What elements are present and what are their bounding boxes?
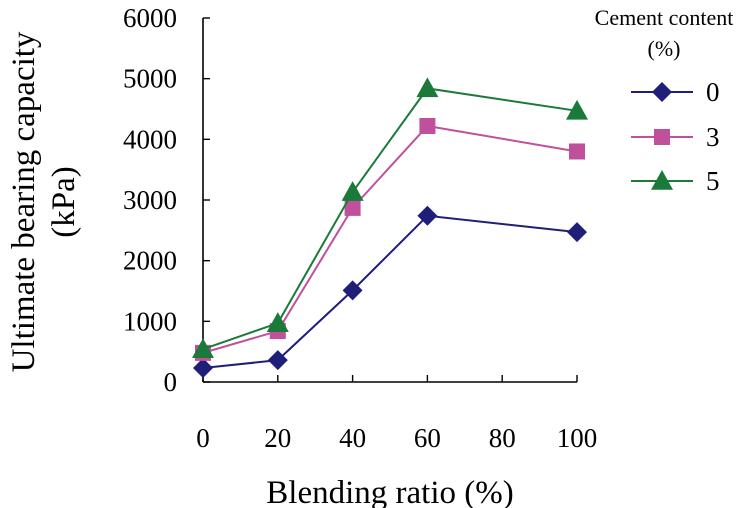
series-layer bbox=[192, 77, 588, 379]
y-tick-label: 2000 bbox=[123, 246, 177, 276]
y-tick-label: 0 bbox=[164, 367, 178, 397]
legend-label: 3 bbox=[706, 122, 720, 152]
legend-marker bbox=[652, 82, 672, 102]
data-point bbox=[266, 312, 289, 332]
x-tick-label: 60 bbox=[414, 423, 441, 453]
data-point bbox=[192, 338, 214, 359]
legend-marker bbox=[654, 129, 670, 145]
data-point bbox=[416, 77, 439, 98]
data-point bbox=[193, 358, 213, 379]
y-axis-title-line1: Ultimate bearing capacity bbox=[6, 31, 42, 372]
y-axis-title: Ultimate bearing capacity (kPa) bbox=[6, 31, 82, 372]
data-point bbox=[342, 280, 363, 301]
legend-entries: 0 3 5 bbox=[631, 77, 720, 196]
y-tick-label: 4000 bbox=[123, 124, 177, 154]
series-3 bbox=[195, 117, 585, 361]
legend-entry-3: 3 bbox=[631, 122, 720, 152]
data-point bbox=[419, 117, 436, 134]
x-axis-title: Blending ratio (%) bbox=[266, 475, 513, 508]
legend-marker bbox=[651, 170, 673, 190]
legend-label: 5 bbox=[706, 166, 720, 196]
x-tick-label: 40 bbox=[339, 423, 366, 453]
data-point bbox=[267, 350, 288, 371]
legend-label: 0 bbox=[706, 77, 720, 107]
data-point bbox=[344, 199, 361, 216]
data-point bbox=[567, 222, 587, 243]
data-point bbox=[569, 143, 585, 160]
data-point bbox=[566, 99, 588, 120]
data-point bbox=[341, 181, 364, 201]
y-tick-label: 5000 bbox=[123, 64, 177, 94]
x-tick-label: 80 bbox=[489, 423, 516, 453]
series-line bbox=[202, 124, 578, 354]
x-tick-label: 0 bbox=[196, 423, 210, 453]
y-tick-label: 6000 bbox=[123, 3, 177, 33]
y-ticks: 0 1000 2000 3000 4000 5000 6000 bbox=[123, 3, 210, 397]
y-tick-label: 1000 bbox=[123, 306, 177, 336]
series-line bbox=[202, 87, 578, 351]
data-point bbox=[417, 205, 438, 226]
x-ticks: 0 20 40 60 80 100 bbox=[196, 375, 597, 453]
series-0 bbox=[193, 205, 587, 379]
legend-title-line2: (%) bbox=[648, 36, 681, 61]
x-tick-label: 100 bbox=[557, 423, 598, 453]
series-line bbox=[202, 214, 578, 370]
x-tick-label: 20 bbox=[264, 423, 291, 453]
legend: Cement content (%) 0 3 5 bbox=[595, 5, 734, 196]
y-tick-label: 3000 bbox=[123, 185, 177, 215]
legend-title-line1: Cement content bbox=[595, 5, 734, 30]
axes bbox=[202, 18, 577, 383]
series-5 bbox=[192, 77, 588, 359]
legend-entry-5: 5 bbox=[631, 166, 720, 196]
y-axis-title-line2: (kPa) bbox=[46, 166, 82, 237]
legend-entry-0: 0 bbox=[631, 77, 720, 107]
